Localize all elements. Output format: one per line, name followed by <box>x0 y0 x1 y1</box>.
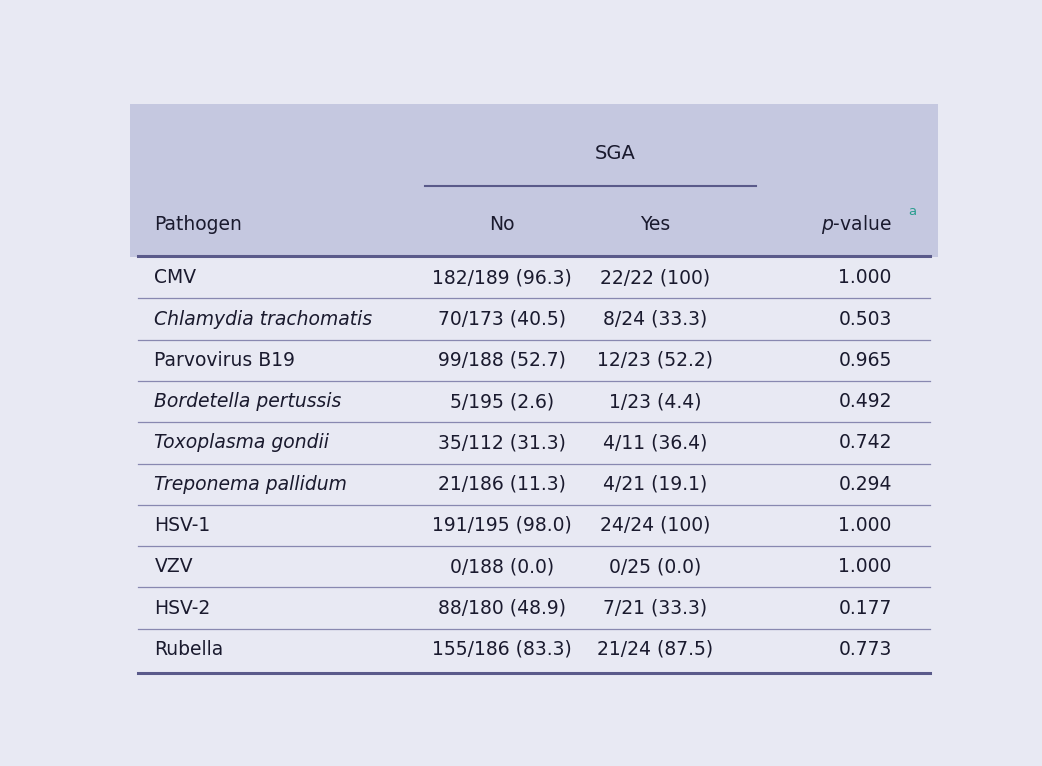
Text: 24/24 (100): 24/24 (100) <box>600 516 711 535</box>
Text: 4/21 (19.1): 4/21 (19.1) <box>603 475 708 493</box>
Text: 5/195 (2.6): 5/195 (2.6) <box>450 392 553 411</box>
Text: 4/11 (36.4): 4/11 (36.4) <box>603 434 708 453</box>
Text: 0.294: 0.294 <box>839 475 892 493</box>
Text: CMV: CMV <box>154 268 197 287</box>
Text: 22/22 (100): 22/22 (100) <box>600 268 711 287</box>
Text: 21/186 (11.3): 21/186 (11.3) <box>438 475 566 493</box>
Text: 21/24 (87.5): 21/24 (87.5) <box>597 640 713 659</box>
Text: 0.503: 0.503 <box>839 309 892 329</box>
Text: SGA: SGA <box>594 144 636 163</box>
Text: 0/25 (0.0): 0/25 (0.0) <box>609 557 701 576</box>
Text: 1/23 (4.4): 1/23 (4.4) <box>609 392 701 411</box>
Text: VZV: VZV <box>154 557 193 576</box>
Text: 7/21 (33.3): 7/21 (33.3) <box>603 598 708 617</box>
Text: $p$-value: $p$-value <box>821 213 892 236</box>
Text: HSV-2: HSV-2 <box>154 598 210 617</box>
Text: 35/112 (31.3): 35/112 (31.3) <box>438 434 566 453</box>
Text: Pathogen: Pathogen <box>154 215 243 234</box>
Text: 0.965: 0.965 <box>839 351 892 370</box>
Text: a: a <box>908 205 916 218</box>
Text: 182/189 (96.3): 182/189 (96.3) <box>431 268 572 287</box>
Text: Chlamydia trachomatis: Chlamydia trachomatis <box>154 309 373 329</box>
Text: HSV-1: HSV-1 <box>154 516 210 535</box>
Text: 1.000: 1.000 <box>839 557 892 576</box>
Text: Bordetella pertussis: Bordetella pertussis <box>154 392 342 411</box>
Text: 12/23 (52.2): 12/23 (52.2) <box>597 351 713 370</box>
Text: 0.177: 0.177 <box>839 598 892 617</box>
Text: 88/180 (48.9): 88/180 (48.9) <box>438 598 566 617</box>
Text: Yes: Yes <box>640 215 670 234</box>
Text: No: No <box>489 215 515 234</box>
Text: Rubella: Rubella <box>154 640 224 659</box>
Bar <box>130 103 938 257</box>
Text: 0/188 (0.0): 0/188 (0.0) <box>450 557 553 576</box>
Text: 99/188 (52.7): 99/188 (52.7) <box>438 351 566 370</box>
Text: 0.742: 0.742 <box>839 434 892 453</box>
Text: 155/186 (83.3): 155/186 (83.3) <box>431 640 572 659</box>
Text: Parvovirus B19: Parvovirus B19 <box>154 351 296 370</box>
Text: 191/195 (98.0): 191/195 (98.0) <box>431 516 572 535</box>
Bar <box>130 257 938 676</box>
Text: Toxoplasma gondii: Toxoplasma gondii <box>154 434 329 453</box>
Text: 0.773: 0.773 <box>839 640 892 659</box>
Text: 70/173 (40.5): 70/173 (40.5) <box>438 309 566 329</box>
Text: 0.492: 0.492 <box>839 392 892 411</box>
Text: 1.000: 1.000 <box>839 516 892 535</box>
Text: 1.000: 1.000 <box>839 268 892 287</box>
Text: 8/24 (33.3): 8/24 (33.3) <box>603 309 708 329</box>
Text: Treponema pallidum: Treponema pallidum <box>154 475 347 493</box>
